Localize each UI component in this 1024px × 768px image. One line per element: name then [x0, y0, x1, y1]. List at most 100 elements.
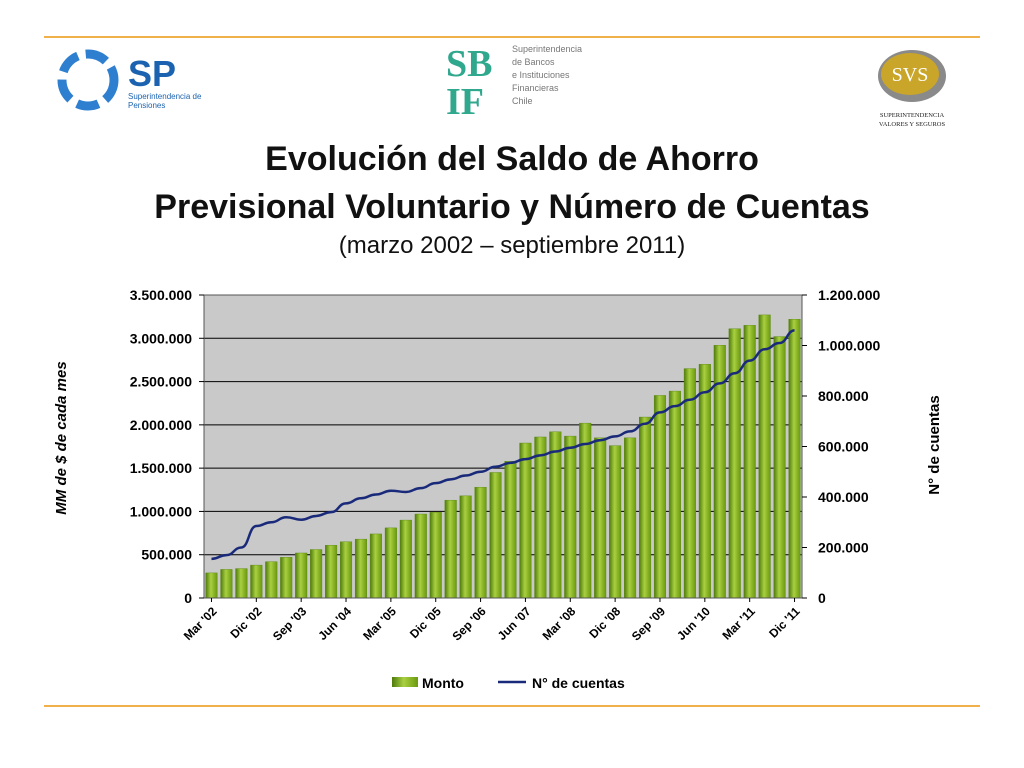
- bar: [728, 328, 741, 599]
- bar: [295, 552, 308, 599]
- sp-logo: SP Superintendencia de Pensiones: [56, 44, 216, 116]
- sbif-logo-line: Superintendencia: [512, 44, 582, 54]
- y2-tick-label: 200.000: [818, 540, 869, 556]
- y2-tick-label: 600.000: [818, 439, 869, 455]
- x-tick-label: Dic '11: [766, 604, 803, 641]
- svs-logo: SVS SUPERINTENDENCIA VALORES Y SEGUROS: [868, 42, 958, 132]
- bar: [220, 569, 233, 599]
- y2-tick-label: 1.200.000: [818, 287, 880, 303]
- bar: [773, 336, 786, 599]
- x-tick-label: Jun '04: [315, 604, 354, 643]
- bar: [474, 486, 487, 599]
- y-tick-label: 2.000.000: [130, 417, 192, 433]
- x-tick-label: Mar '05: [360, 604, 399, 643]
- sbif-logo-line: e Instituciones: [512, 70, 570, 80]
- sbif-logo-abbr-top: SB: [446, 43, 492, 85]
- chart: 0 500.000 1.000.000 1.500.000 2.000.000 2.500…: [53, 287, 943, 691]
- bar: [564, 435, 577, 599]
- legend: Monto N° de cuentas: [392, 675, 625, 691]
- bar: [594, 437, 607, 599]
- x-tick-label: Sep '06: [449, 604, 489, 644]
- y-tick-label: 1.500.000: [130, 460, 192, 476]
- bar: [235, 568, 248, 599]
- bar: [683, 368, 696, 599]
- cuentas-line: [211, 329, 795, 561]
- y2-tick-label: 400.000: [818, 489, 869, 505]
- bar: [788, 319, 801, 599]
- bar: [609, 445, 622, 599]
- bar: [384, 527, 397, 599]
- bar: [250, 564, 263, 599]
- bar-series: [205, 314, 801, 599]
- bar: [369, 533, 382, 599]
- svs-logo-line2: VALORES Y SEGUROS: [879, 121, 946, 128]
- sbif-logo-line: de Bancos: [512, 57, 555, 67]
- x-axis-ticks: Mar '02 Dic '02 Sep '03 Jun '04 Mar '05 Dic '…: [181, 598, 803, 643]
- y2-tick-label: 1.000.000: [818, 338, 880, 354]
- bar: [489, 472, 502, 599]
- bar: [444, 499, 457, 599]
- y2-axis-ticks: 0 200.000 400.000 600.000 800.000 1.000.000 1.…: [802, 287, 880, 606]
- sbif-logo: SB IF Superintendencia de Bancos e Insti…: [440, 42, 600, 123]
- y2-tick-label: 800.000: [818, 388, 869, 404]
- x-tick-label: Mar '02: [181, 604, 220, 643]
- top-rule: [44, 36, 980, 38]
- sbif-logo-line: Chile: [512, 96, 533, 106]
- sp-logo-line1: Superintendencia de: [128, 92, 202, 101]
- bar: [519, 442, 532, 599]
- legend-label-monto: Monto: [422, 675, 464, 691]
- svs-logo-line1: SUPERINTENDENCIA: [880, 112, 945, 119]
- y-axis-label: MM de $ de cada mes: [53, 361, 70, 514]
- bar: [399, 519, 412, 599]
- svs-logo-abbr: SVS: [892, 64, 929, 86]
- y-tick-label: 2.500.000: [130, 374, 192, 390]
- chart-title-line1: Evolución del Saldo de Ahorro: [265, 140, 759, 178]
- plot-area: [204, 295, 802, 598]
- bar: [653, 395, 667, 599]
- bar: [758, 314, 771, 599]
- bar: [310, 549, 323, 599]
- bar: [265, 561, 278, 599]
- chart-subtitle: (marzo 2002 – septiembre 2011): [338, 232, 686, 259]
- bar: [205, 572, 218, 599]
- sbif-logo-line: Financieras: [512, 83, 559, 93]
- y2-axis-label: N° de cuentas: [926, 395, 943, 494]
- y-tick-label: 1.000.000: [130, 503, 192, 519]
- y-axis-ticks: 0 500.000 1.000.000 1.500.000 2.000.000 2.500…: [130, 287, 204, 606]
- x-tick-label: Dic '02: [228, 604, 265, 641]
- chart-title-line2: Previsional Voluntario y Número de Cuent…: [154, 188, 870, 226]
- legend-bar-swatch: [392, 677, 418, 687]
- x-tick-label: Dic '08: [586, 604, 623, 641]
- y-tick-label: 3.500.000: [130, 287, 192, 303]
- bar: [429, 512, 442, 599]
- bar: [280, 557, 293, 599]
- sp-logo-abbr: SP: [128, 53, 176, 94]
- bar: [414, 513, 427, 599]
- bar: [459, 495, 472, 599]
- bar: [624, 437, 637, 599]
- x-tick-label: Sep '09: [629, 604, 669, 644]
- x-tick-label: Jun '07: [495, 604, 534, 643]
- x-tick-label: Dic '05: [407, 604, 444, 641]
- bar: [354, 538, 368, 599]
- x-tick-label: Mar '11: [719, 604, 758, 643]
- y-tick-label: 0: [184, 590, 192, 606]
- sp-logo-line2: Pensiones: [128, 101, 165, 110]
- legend-label-cuentas: N° de cuentas: [532, 675, 625, 691]
- bar: [549, 431, 562, 599]
- x-tick-label: Mar '08: [540, 604, 579, 643]
- bottom-rule: [44, 705, 980, 707]
- bar: [504, 461, 517, 599]
- bar: [638, 416, 652, 599]
- bar: [339, 541, 353, 599]
- y-tick-label: 500.000: [141, 547, 192, 563]
- y-tick-label: 3.000.000: [130, 330, 192, 346]
- x-tick-label: Jun '10: [674, 604, 713, 643]
- sbif-logo-abbr-bottom: IF: [446, 81, 484, 120]
- y2-tick-label: 0: [818, 590, 826, 606]
- x-tick-label: Sep '03: [270, 604, 310, 644]
- line-series: [211, 329, 795, 561]
- bar: [668, 390, 681, 599]
- bar: [325, 544, 338, 599]
- bar: [698, 364, 711, 599]
